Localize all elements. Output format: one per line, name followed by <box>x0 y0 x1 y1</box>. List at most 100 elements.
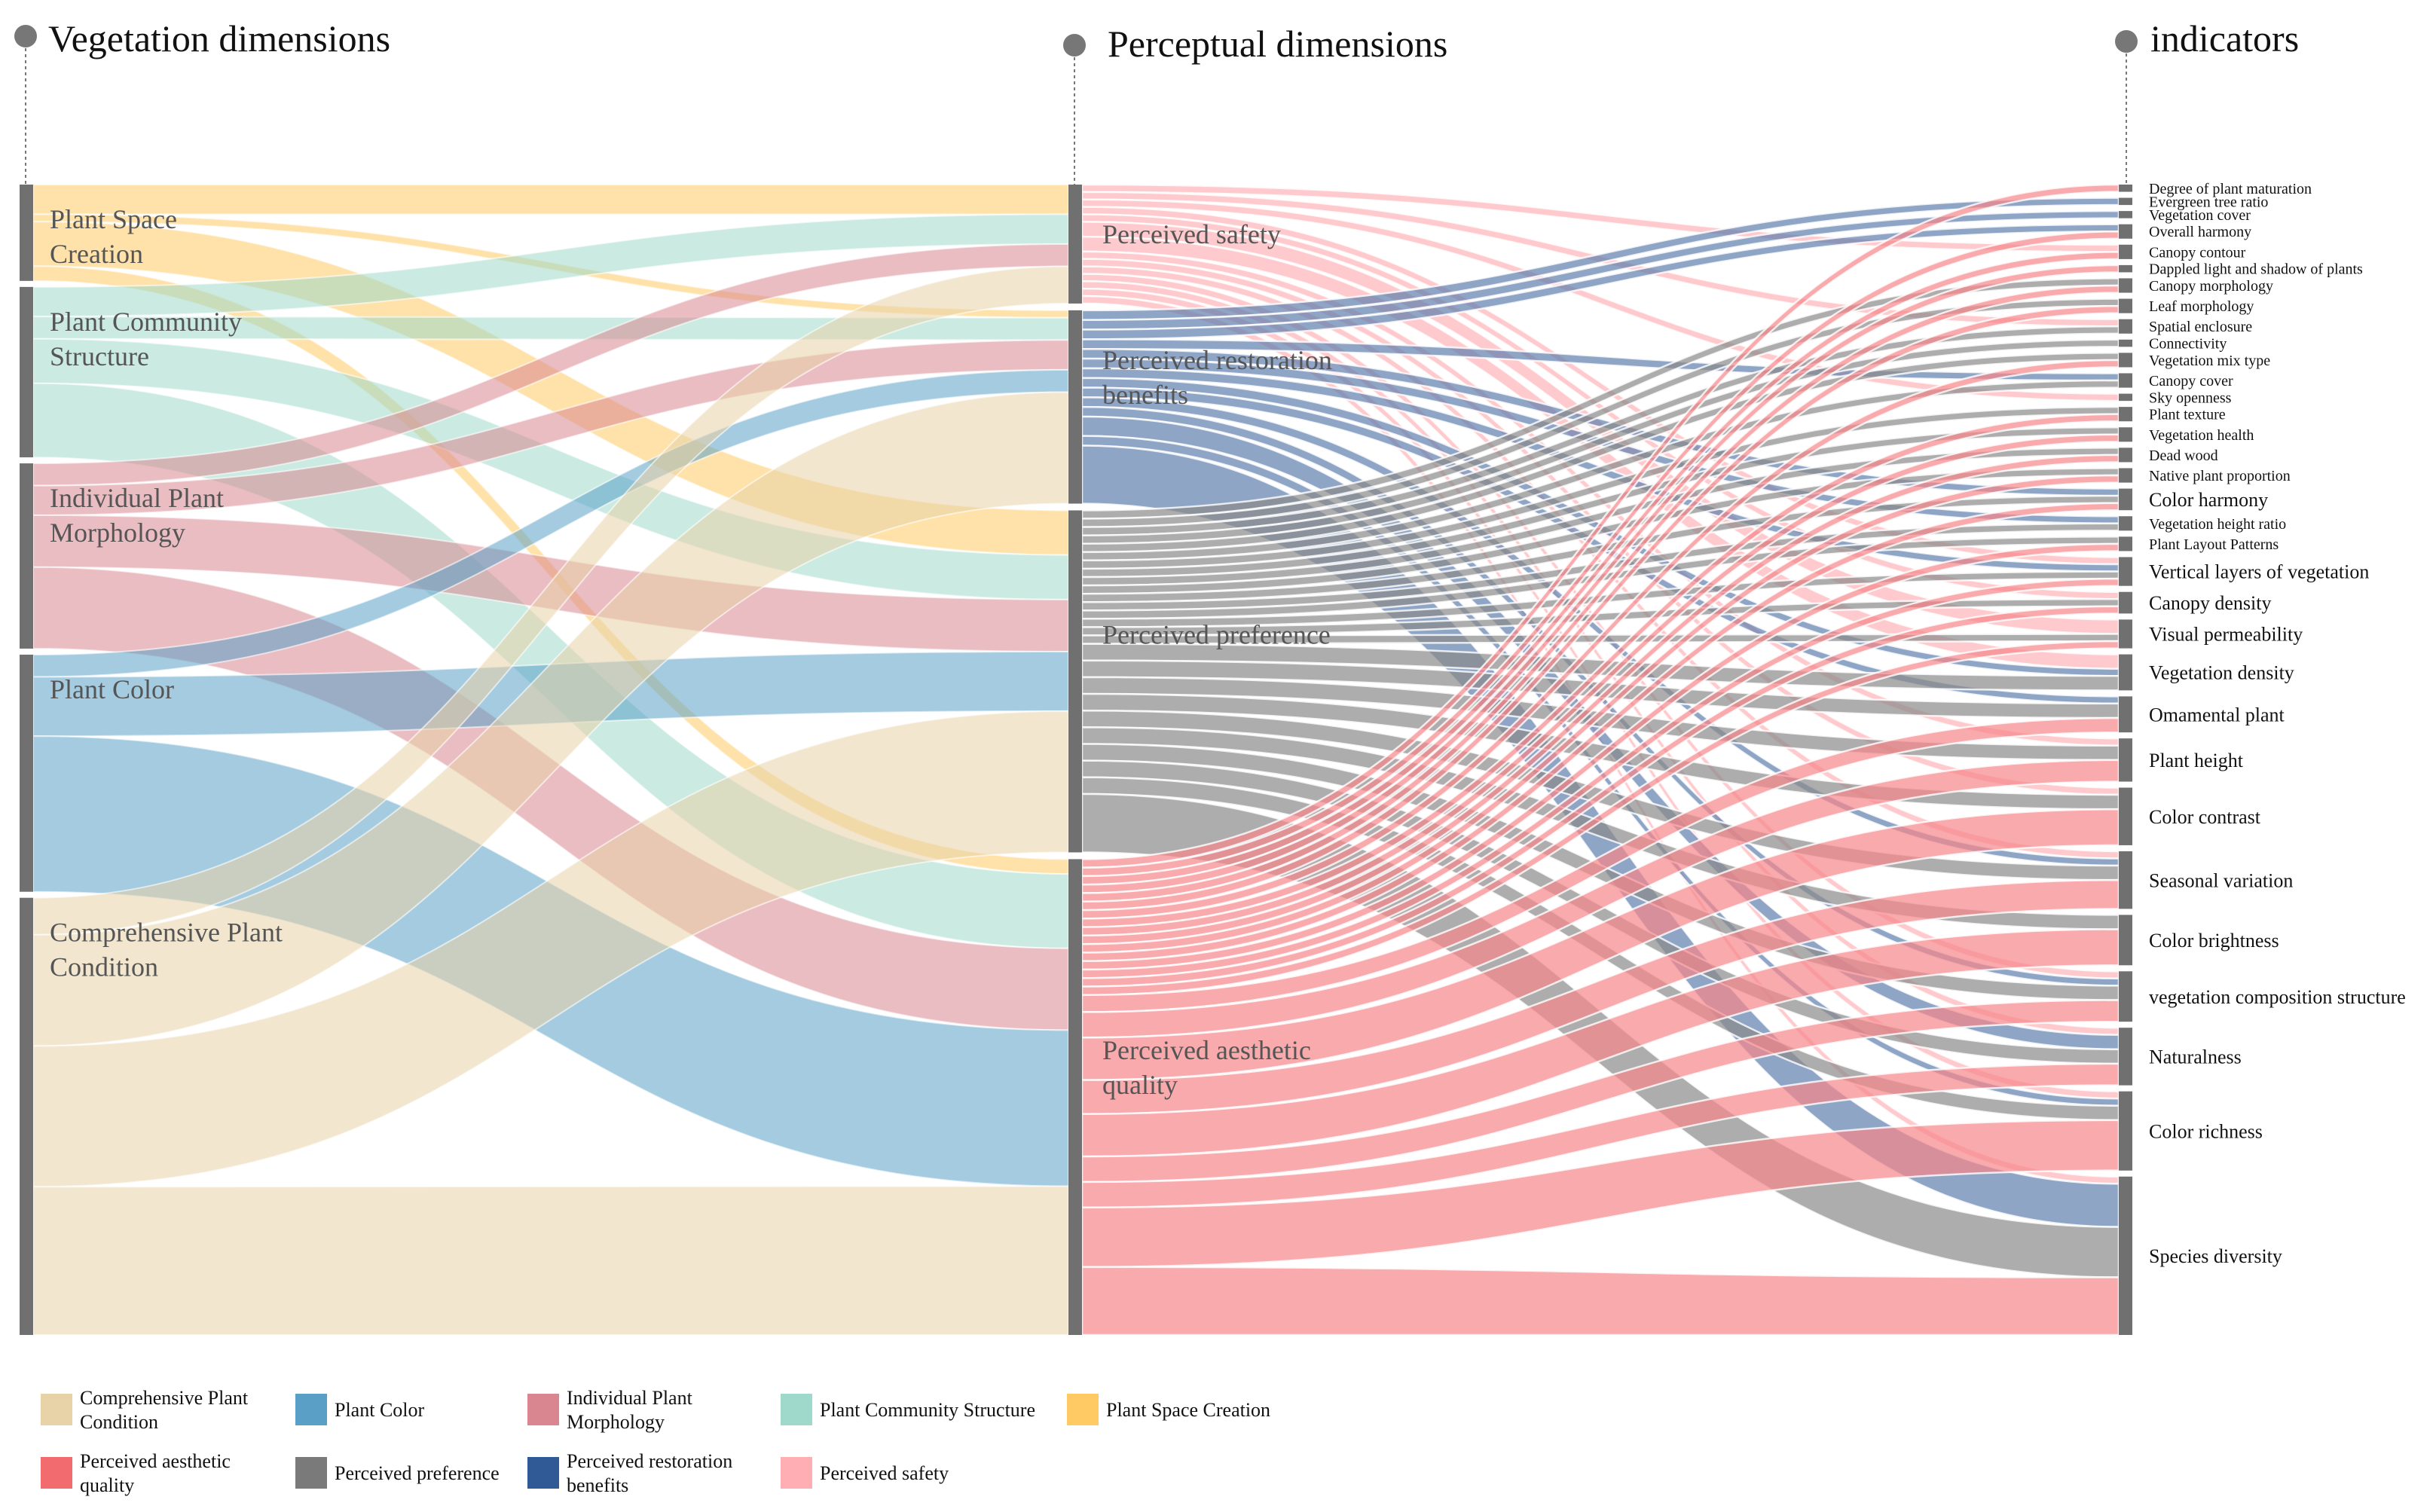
label-omamental-plant: Omamental plant <box>2149 704 2285 725</box>
legend-swatch-comprehensive-plant-condition <box>41 1394 72 1425</box>
label-vegetation-mix-type: Vegetation mix type <box>2149 353 2270 369</box>
node-plant-height <box>2119 738 2132 782</box>
label-vegetation-density: Vegetation density <box>2149 662 2294 684</box>
label-vegetation-cover: Vegetation cover <box>2149 207 2251 224</box>
legend-swatch-perceived-safety <box>781 1457 812 1489</box>
node-vegetation-height-ratio <box>2119 516 2132 531</box>
legend-swatch-plant-space-creation <box>1067 1394 1099 1425</box>
node-perceived-restoration-benefits <box>1068 310 1082 504</box>
label-vegetation-composition-structure: vegetation composition structure <box>2149 986 2406 1008</box>
links-stage1 <box>32 183 1069 1336</box>
node-omamental-plant <box>2119 696 2132 733</box>
label-leaf-morphology: Leaf morphology <box>2149 298 2254 315</box>
link-perceived-aesthetic-quality-to-overall-harmony <box>1080 230 2120 878</box>
label-plant-texture: Plant texture <box>2149 407 2226 423</box>
label-visual-permeability: Visual permeability <box>2149 624 2303 646</box>
node-vegetation-composition-structure <box>2119 971 2132 1022</box>
link-perceived-aesthetic-quality-to-vegetation-composition-structure <box>1080 999 2120 1184</box>
link-comprehensive-plant-condition-to-perceived-safety <box>32 265 1069 936</box>
node-canopy-morphology <box>2119 278 2132 293</box>
link-perceived-aesthetic-quality-to-seasonal-variation <box>1080 878 2120 1116</box>
label-plant-layout-patterns: Plant Layout Patterns <box>2149 536 2279 553</box>
node-spatial-enclosure <box>2119 319 2132 334</box>
node-species-diversity <box>2119 1176 2132 1335</box>
links-stage2 <box>1080 183 2120 1336</box>
link-perceived-aesthetic-quality-to-species-diversity <box>1080 1266 2120 1336</box>
label-color-harmony: Color harmony <box>2149 489 2268 511</box>
label-spatial-enclosure: Spatial enclosure <box>2149 319 2252 335</box>
legend-swatch-individual-plant-morphology <box>527 1394 559 1425</box>
node-sky-openness <box>2119 393 2132 402</box>
node-visual-permeability <box>2119 619 2132 649</box>
node-perceived-safety <box>1068 185 1082 304</box>
node-plant-color <box>20 654 33 892</box>
legend-label-plant-space-creation: Plant Space Creation <box>1106 1399 1270 1421</box>
node-color-harmony <box>2119 488 2132 511</box>
column-title-perceptual: Perceptual dimensions <box>1108 23 1447 65</box>
link-perceived-restoration-benefits-to-vegetation-cover <box>1080 209 2120 331</box>
label-plant-height: Plant height <box>2149 750 2244 771</box>
label-color-contrast: Color contrast <box>2149 806 2261 828</box>
link-comprehensive-plant-condition-to-perceived-aesthetic-quality <box>32 1185 1069 1336</box>
link-perceived-aesthetic-quality-to-omamental-plant <box>1080 716 2120 1013</box>
node-individual-plant-morphology <box>20 463 33 649</box>
legend-swatch-perceived-aesthetic-quality <box>41 1457 72 1489</box>
node-plant-space-creation <box>20 185 33 281</box>
node-naturalness <box>2119 1028 2132 1086</box>
label-native-plant-proportion: Native plant proportion <box>2149 468 2291 484</box>
legend-label-plant-community-structure: Plant Community Structure <box>820 1399 1035 1421</box>
label-canopy-morphology: Canopy morphology <box>2149 278 2273 295</box>
label-canopy-cover: Canopy cover <box>2149 373 2233 389</box>
link-perceived-aesthetic-quality-to-plant-texture <box>1080 413 2120 928</box>
label-perceived-aesthetic-quality: Perceived aesthetic quality <box>1102 1035 1311 1100</box>
node-comprehensive-plant-condition <box>20 897 33 1335</box>
label-overall-harmony: Overall harmony <box>2149 224 2251 240</box>
legend-swatch-perceived-preference <box>295 1457 327 1489</box>
label-individual-plant-morphology: Individual Plant Morphology <box>50 483 224 548</box>
node-plant-texture <box>2119 407 2132 422</box>
legend-label-comprehensive-plant-condition: Comprehensive Plant Condition <box>80 1387 249 1433</box>
node-color-richness <box>2119 1091 2132 1171</box>
link-comprehensive-plant-condition-to-perceived-restoration-benefits <box>32 391 1069 1047</box>
label-color-richness: Color richness <box>2149 1120 2263 1142</box>
header-dot-perceptual <box>1063 34 1086 57</box>
node-plant-community-structure <box>20 286 33 458</box>
link-perceived-aesthetic-quality-to-vegetation-mix-type <box>1080 359 2120 920</box>
legend-label-perceived-aesthetic-quality: Perceived aesthetic quality <box>80 1450 231 1496</box>
node-seasonal-variation <box>2119 851 2132 909</box>
legend-label-perceived-preference: Perceived preference <box>335 1462 500 1484</box>
link-perceived-aesthetic-quality-to-naturalness <box>1080 1062 2120 1209</box>
label-dappled-light-and-shadow-of-plants: Dappled light and shadow of plants <box>2149 261 2363 278</box>
label-sky-openness: Sky openness <box>2149 389 2232 406</box>
legend-swatch-plant-color <box>295 1394 327 1425</box>
link-perceived-aesthetic-quality-to-plant-layout-patterns <box>1080 542 2120 971</box>
link-perceived-aesthetic-quality-to-canopy-contour <box>1080 251 2120 886</box>
label-plant-color: Plant Color <box>50 674 174 704</box>
node-vegetation-cover <box>2119 211 2132 218</box>
node-vertical-layers-of-vegetation <box>2119 557 2132 586</box>
column-headers: Vegetation dimensions Perceptual dimensio… <box>14 17 2299 185</box>
label-connectivity: Connectivity <box>2149 336 2227 353</box>
node-leaf-morphology <box>2119 298 2132 313</box>
node-overall-harmony <box>2119 224 2132 239</box>
legend-swatch-perceived-restoration-benefits <box>527 1457 559 1489</box>
node-evergreen-tree-ratio <box>2119 197 2132 206</box>
label-species-diversity: Species diversity <box>2149 1245 2282 1267</box>
link-perceived-aesthetic-quality-to-color-contrast <box>1080 808 2120 1081</box>
column-title-indicators: indicators <box>2150 17 2299 60</box>
label-plant-community-structure: Plant Community Structure <box>50 307 242 371</box>
link-perceived-restoration-benefits-to-evergreen-tree-ratio <box>1080 197 2120 321</box>
node-canopy-contour <box>2119 244 2132 259</box>
legend: Comprehensive Plant Condition Plant Color I… <box>41 1387 1270 1496</box>
label-evergreen-tree-ratio: Evergreen tree ratio <box>2149 194 2268 210</box>
node-color-contrast <box>2119 787 2132 845</box>
link-perceived-safety-to-sky-openness <box>1080 198 2120 402</box>
node-dead-wood <box>2119 447 2132 463</box>
link-perceived-aesthetic-quality-to-leaf-morphology <box>1080 304 2120 912</box>
label-perceived-preference: Perceived preference <box>1102 619 1331 649</box>
legend-label-perceived-restoration-benefits: Perceived restoration benefits <box>567 1450 732 1496</box>
label-vegetation-height-ratio: Vegetation height ratio <box>2149 516 2286 533</box>
legend-swatch-plant-community-structure <box>781 1394 812 1425</box>
label-canopy-density: Canopy density <box>2149 592 2272 614</box>
